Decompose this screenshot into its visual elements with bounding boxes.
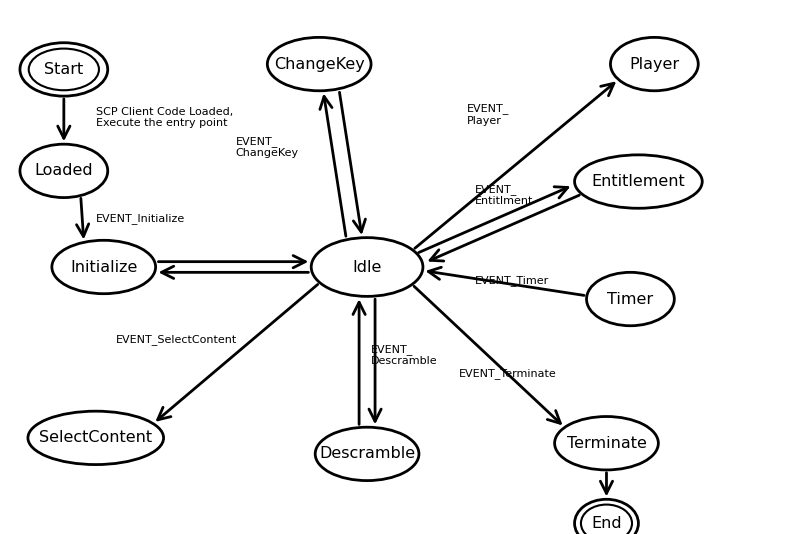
Text: EVENT_Terminate: EVENT_Terminate xyxy=(459,368,556,379)
Text: Entitlement: Entitlement xyxy=(591,174,685,189)
Text: Idle: Idle xyxy=(353,260,381,274)
Ellipse shape xyxy=(20,43,108,96)
Text: SCP Client Code Loaded,
Execute the entry point: SCP Client Code Loaded, Execute the entr… xyxy=(96,107,233,128)
Text: Start: Start xyxy=(44,62,84,77)
Text: EVENT_
Player: EVENT_ Player xyxy=(467,104,509,126)
Ellipse shape xyxy=(28,411,164,465)
Text: Loaded: Loaded xyxy=(34,163,93,178)
Ellipse shape xyxy=(315,427,419,481)
Ellipse shape xyxy=(575,155,702,208)
Ellipse shape xyxy=(311,238,423,296)
Ellipse shape xyxy=(52,240,156,294)
Text: Initialize: Initialize xyxy=(70,260,137,274)
Text: EVENT_Initialize: EVENT_Initialize xyxy=(96,214,185,224)
Text: End: End xyxy=(591,516,622,531)
Ellipse shape xyxy=(267,37,371,91)
Text: EVENT_
Descramble: EVENT_ Descramble xyxy=(371,344,437,366)
Ellipse shape xyxy=(575,499,638,534)
Text: SelectContent: SelectContent xyxy=(39,430,152,445)
Text: Descramble: Descramble xyxy=(319,446,415,461)
Ellipse shape xyxy=(20,144,108,198)
Text: Timer: Timer xyxy=(607,292,654,307)
Text: EVENT_SelectContent: EVENT_SelectContent xyxy=(116,334,237,344)
Text: Terminate: Terminate xyxy=(567,436,646,451)
Text: EVENT_
Entitlment: EVENT_ Entitlment xyxy=(475,184,533,206)
Text: EVENT_Timer: EVENT_Timer xyxy=(475,275,549,286)
Ellipse shape xyxy=(555,417,658,470)
Ellipse shape xyxy=(587,272,674,326)
Text: EVENT_
ChangeKey: EVENT_ ChangeKey xyxy=(235,136,298,158)
Ellipse shape xyxy=(610,37,698,91)
Text: ChangeKey: ChangeKey xyxy=(274,57,365,72)
Text: Player: Player xyxy=(630,57,679,72)
